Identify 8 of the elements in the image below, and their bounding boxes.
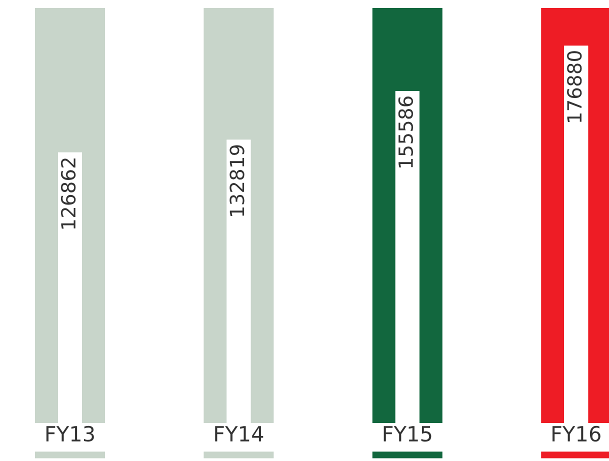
x-tick-label: FY13 xyxy=(46,426,94,442)
x-tick-label: FY16 xyxy=(552,426,600,442)
data-label: 126862 xyxy=(60,158,76,229)
x-tick-label: FY15 xyxy=(384,426,432,442)
data-label: 176880 xyxy=(567,51,582,122)
x-tick-label: FY14 xyxy=(215,426,264,442)
data-label: 155586 xyxy=(398,96,414,168)
data-label: 132819 xyxy=(230,145,244,216)
